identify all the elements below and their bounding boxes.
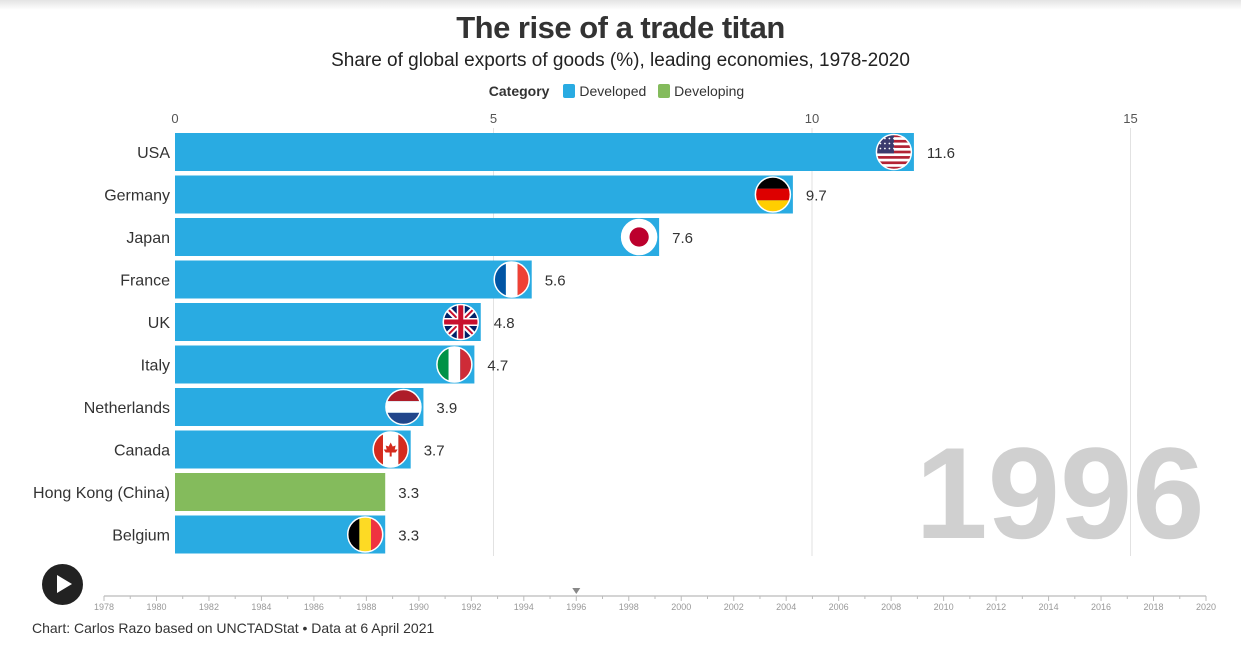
- value-label-belgium: 3.3: [398, 528, 419, 545]
- bar-japan: [175, 218, 660, 256]
- legend-swatch-developed: [563, 84, 576, 98]
- timeline-year-label[interactable]: 1990: [409, 602, 429, 612]
- timeline-year-label[interactable]: 1980: [146, 602, 166, 612]
- timeline-year-label[interactable]: 1978: [94, 602, 114, 612]
- bar-uk: [175, 303, 481, 341]
- bar-netherlands: [175, 388, 424, 426]
- legend-label-developing: Developing: [674, 83, 745, 99]
- legend-item-developing[interactable]: Developing: [658, 83, 744, 99]
- timeline-year-label[interactable]: 2010: [934, 602, 954, 612]
- uk-flag-icon: [442, 303, 480, 341]
- timeline-year-label[interactable]: 1982: [199, 602, 219, 612]
- timeline-year-label[interactable]: 2020: [1196, 602, 1216, 612]
- value-label-france: 5.6: [545, 273, 566, 290]
- bar-label-uk: UK: [148, 315, 171, 332]
- bar-canada: [175, 430, 411, 469]
- current-year-label: 1996: [915, 420, 1204, 566]
- bar-label-italy: Italy: [141, 358, 170, 375]
- x-tick-label: 5: [490, 111, 497, 126]
- top-shadow: [0, 0, 1241, 10]
- legend: Category Developed Developing: [0, 83, 1241, 99]
- us-flag-icon: [875, 133, 913, 171]
- bar-hong-kong-china: [175, 473, 386, 511]
- timeline-year-label[interactable]: 2000: [671, 602, 691, 612]
- bar-label-usa: USA: [137, 145, 170, 162]
- bar-italy: [175, 345, 475, 384]
- bar-label-belgium: Belgium: [112, 528, 170, 545]
- timeline-year-label[interactable]: 1984: [251, 602, 271, 612]
- bar-germany: [175, 175, 793, 214]
- timeline-year-label[interactable]: 2008: [881, 602, 901, 612]
- timeline-year-label[interactable]: 1992: [461, 602, 481, 612]
- timeline-year-label[interactable]: 2004: [776, 602, 796, 612]
- legend-swatch-developing: [658, 84, 671, 98]
- value-label-germany: 9.7: [806, 188, 827, 205]
- x-tick-label: 0: [171, 111, 178, 126]
- bar-label-netherlands: Netherlands: [84, 400, 170, 417]
- france-flag-icon: [493, 261, 530, 298]
- germany-flag-icon: [754, 176, 792, 213]
- bar-label-canada: Canada: [114, 443, 170, 460]
- legend-label-developed: Developed: [579, 83, 647, 99]
- value-label-hong-kong-china: 3.3: [398, 485, 419, 502]
- x-tick-label: 10: [805, 111, 819, 126]
- timeline-year-label[interactable]: 2012: [986, 602, 1006, 612]
- bar-label-hong-kong-china: Hong Kong (China): [33, 485, 170, 502]
- chart-source: Chart: Carlos Razo based on UNCTADStat •…: [32, 620, 435, 636]
- value-label-italy: 4.7: [487, 358, 508, 375]
- timeline-year-label[interactable]: 2018: [1144, 602, 1164, 612]
- value-label-uk: 4.8: [494, 315, 515, 332]
- legend-title: Category: [488, 83, 550, 99]
- bar-usa: [175, 133, 914, 171]
- netherlands-flag-icon: [385, 388, 422, 426]
- timeline-marker[interactable]: [572, 588, 581, 594]
- bar-label-germany: Germany: [104, 188, 170, 205]
- play-button[interactable]: [42, 564, 83, 605]
- timeline-year-label[interactable]: 1996: [566, 602, 586, 612]
- value-label-netherlands: 3.9: [436, 400, 457, 417]
- timeline-year-label[interactable]: 2006: [829, 602, 849, 612]
- timeline-year-label[interactable]: 2014: [1039, 602, 1059, 612]
- x-tick-label: 15: [1123, 111, 1137, 126]
- canada-flag-icon: [372, 431, 409, 468]
- value-label-usa: 11.6: [927, 145, 955, 162]
- timeline-year-label[interactable]: 1998: [619, 602, 639, 612]
- timeline-year-label[interactable]: 1986: [304, 602, 324, 612]
- value-label-japan: 7.6: [672, 230, 693, 247]
- value-label-canada: 3.7: [424, 443, 445, 460]
- play-icon: [57, 575, 72, 593]
- italy-flag-icon: [436, 346, 473, 383]
- legend-item-developed[interactable]: Developed: [563, 83, 646, 99]
- chart-subtitle: Share of global exports of goods (%), le…: [331, 50, 910, 71]
- bar-label-japan: Japan: [126, 230, 170, 247]
- belgium-flag-icon: [346, 516, 384, 553]
- timeline-year-label[interactable]: 1994: [514, 602, 534, 612]
- bar-france: [175, 260, 532, 299]
- bar-label-france: France: [120, 273, 170, 290]
- chart-title: The rise of a trade titan: [456, 10, 785, 45]
- japan-flag-icon: [620, 218, 658, 256]
- timeline-year-label[interactable]: 2002: [724, 602, 744, 612]
- timeline-year-label[interactable]: 2016: [1091, 602, 1111, 612]
- timeline-year-label[interactable]: 1988: [356, 602, 376, 612]
